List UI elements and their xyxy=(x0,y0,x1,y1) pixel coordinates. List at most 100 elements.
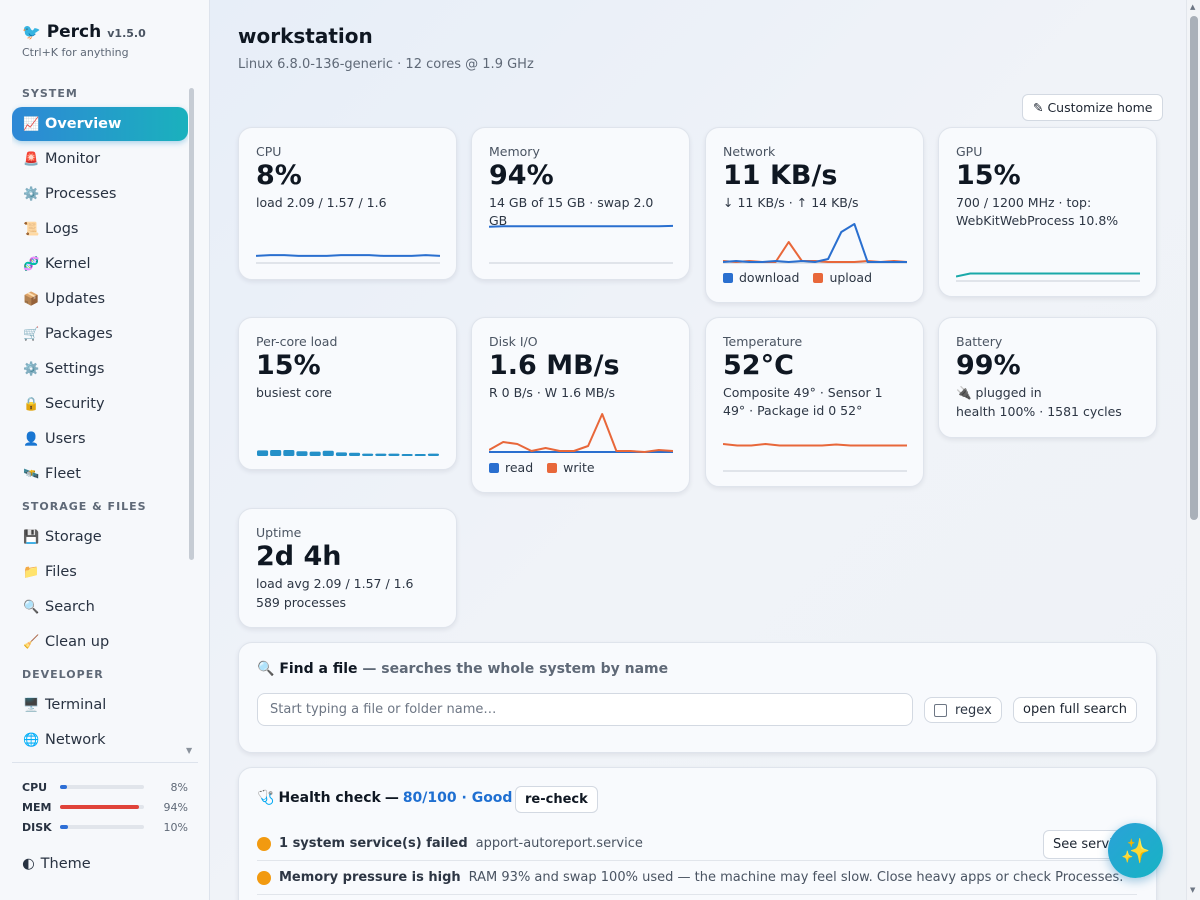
theme-toggle-button[interactable]: ◐ Theme xyxy=(22,856,91,872)
core-bar xyxy=(414,454,426,456)
issue-title: 1 system service(s) failed xyxy=(279,836,468,851)
gpu-card[interactable]: GPU 15% 700 / 1200 MHz · top: WebKitWebP… xyxy=(938,127,1157,297)
sidebar-item-terminal[interactable]: 🖥️ Terminal xyxy=(12,688,188,722)
legend-label: download xyxy=(739,270,800,285)
dna-icon: 🧬 xyxy=(23,256,40,272)
sidebar-item-users[interactable]: 👤 Users xyxy=(12,422,188,456)
cart-icon: 🛒 xyxy=(23,326,40,342)
warning-dot-icon xyxy=(257,870,271,885)
mini-stat-fill xyxy=(60,825,69,829)
nav-section-developer: DEVELOPER xyxy=(22,668,104,681)
regex-toggle[interactable]: regex xyxy=(924,697,1002,723)
sidebar-item-fleet[interactable]: 🛰️ Fleet xyxy=(12,457,188,491)
sidebar-item-label: Files xyxy=(45,564,77,580)
scroll-up-arrow-icon[interactable]: ▲ xyxy=(1190,3,1196,11)
siren-icon: 🚨 xyxy=(23,151,40,167)
core-bar xyxy=(427,453,439,456)
app-name: Perch xyxy=(46,22,102,42)
sidebar-item-label: Network xyxy=(45,732,106,748)
legend-label: write xyxy=(563,460,595,475)
sidebar-item-label: Clean up xyxy=(45,634,110,650)
page-scroll-thumb[interactable] xyxy=(1190,16,1198,520)
uptime-card[interactable]: Uptime 2d 4h load avg 2.09 / 1.57 / 1.6 … xyxy=(238,508,457,628)
card-label: Network xyxy=(723,144,776,159)
sidebar-item-monitor[interactable]: 🚨 Monitor xyxy=(12,142,188,176)
sidebar-item-storage[interactable]: 💾 Storage xyxy=(12,520,188,554)
core-bar xyxy=(401,454,413,456)
sidebar-item-overview[interactable]: 📈 Overview xyxy=(12,107,188,141)
card-label: Uptime xyxy=(256,525,302,540)
card-label: Temperature xyxy=(723,334,803,349)
recheck-button[interactable]: re-check xyxy=(515,786,598,813)
scroll-down-arrow-icon[interactable]: ▼ xyxy=(1190,886,1196,894)
swatch-upload xyxy=(813,272,824,283)
sidebar-item-packages[interactable]: 🛒 Packages xyxy=(12,317,188,351)
card-subtext: R 0 B/s · W 1.6 MB/s xyxy=(489,385,616,400)
open-full-search-button[interactable]: open full search xyxy=(1013,697,1137,723)
mini-stats: CPU 8% MEM 94% DISK 10% xyxy=(12,762,198,837)
memory-card[interactable]: Memory 94% 14 GB of 15 GB · swap 2.0 GB xyxy=(471,127,690,280)
customize-home-button[interactable]: ✎ Customize home xyxy=(1022,94,1164,121)
temperature-sparkline xyxy=(723,443,907,472)
per-core-bars xyxy=(257,450,439,456)
card-subtext: 14 GB of 15 GB · swap 2.0 GB xyxy=(489,195,654,228)
disk-io-card[interactable]: Disk I/O 1.6 MB/s R 0 B/s · W 1.6 MB/s r… xyxy=(471,317,690,493)
sidebar-item-label: Search xyxy=(45,599,95,615)
sidebar-item-search[interactable]: 🔍 Search xyxy=(12,590,188,624)
theme-label: Theme xyxy=(40,856,91,872)
battery-card[interactable]: Battery 99% 🔌 plugged in health 100% · 1… xyxy=(938,317,1157,438)
card-label: GPU xyxy=(956,144,983,159)
bird-icon: 🐦 xyxy=(22,23,41,41)
cpu-card[interactable]: CPU 8% load 2.09 / 1.57 / 1.6 xyxy=(238,127,457,280)
nav-section-system: SYSTEM xyxy=(22,87,78,100)
assistant-fab-button[interactable]: ✨ xyxy=(1108,823,1163,878)
card-value: 1.6 MB/s xyxy=(489,350,620,381)
issue-detail: apport-autoreport.service xyxy=(475,836,643,851)
sidebar-item-network[interactable]: 🌐 Network xyxy=(12,723,188,757)
core-bar xyxy=(362,453,374,456)
sidebar-item-label: Settings xyxy=(45,361,105,377)
sidebar-item-label: Storage xyxy=(45,529,102,545)
legend-download: download xyxy=(723,270,799,285)
sidebar-item-kernel[interactable]: 🧬 Kernel xyxy=(12,247,188,281)
nav-section-storage: STORAGE & FILES xyxy=(22,500,147,513)
sidebar-item-security[interactable]: 🔒 Security xyxy=(12,387,188,421)
mini-stat-label: MEM xyxy=(22,800,52,814)
card-subtext: busiest core xyxy=(256,385,332,400)
card-subtext: 700 / 1200 MHz · top: WebKitWebProcess 1… xyxy=(956,195,1119,228)
temperature-card[interactable]: Temperature 52°C Composite 49° · Sensor … xyxy=(705,317,924,487)
sidebar-item-clean-up[interactable]: 🧹 Clean up xyxy=(12,625,188,659)
sidebar-item-processes[interactable]: ⚙️ Processes xyxy=(12,177,188,211)
sidebar-item-files[interactable]: 📁 Files xyxy=(12,555,188,589)
sidebar-item-label: Terminal xyxy=(45,697,107,713)
broom-icon: 🧹 xyxy=(23,634,40,650)
temperature-line xyxy=(723,443,907,447)
main-content: workstation Linux 6.8.0-136-generic · 12… xyxy=(210,0,1186,900)
health-issue: Memory pressure is high RAM 93% and swap… xyxy=(257,861,1137,895)
per-core-card[interactable]: Per-core load 15% busiest core xyxy=(238,317,457,470)
card-subtext: Composite 49° · Sensor 1 49° · Package i… xyxy=(723,385,883,418)
shortcut-hint: Ctrl+K for anything xyxy=(22,46,129,59)
battery-status: 🔌 plugged in xyxy=(956,385,1042,400)
core-bar xyxy=(349,452,361,456)
disk-io-chart xyxy=(489,413,673,453)
network-card[interactable]: Network 11 KB/s ↓ 11 KB/s · ↑ 14 KB/s do… xyxy=(705,127,924,303)
chart-icon: 📈 xyxy=(23,116,40,132)
sidebar-item-updates[interactable]: 📦 Updates xyxy=(12,282,188,316)
scroll-down-arrow-icon[interactable]: ▼ xyxy=(186,746,193,755)
mini-stat-track xyxy=(60,825,144,829)
health-check-panel: 🩺 Health check — 80/100 · Good re-check … xyxy=(238,767,1157,900)
sidebar-item-label: Security xyxy=(45,396,105,412)
sidebar-item-logs[interactable]: 📜 Logs xyxy=(12,212,188,246)
sidebar-scrollbar[interactable] xyxy=(189,88,194,560)
regex-checkbox[interactable] xyxy=(934,703,947,717)
sidebar-item-settings[interactable]: ⚙️ Settings xyxy=(12,352,188,386)
card-label: Battery xyxy=(956,334,1003,349)
find-file-input[interactable] xyxy=(257,693,913,726)
health-check-title: 🩺 Health check — 80/100 · Good xyxy=(257,790,512,806)
core-bar xyxy=(296,451,308,456)
mini-stat-track xyxy=(60,785,144,789)
disk-legend: read write xyxy=(489,460,595,475)
page-scrollbar[interactable]: ▲ ▼ xyxy=(1186,0,1200,900)
card-subtext: load 2.09 / 1.57 / 1.6 xyxy=(256,195,387,210)
